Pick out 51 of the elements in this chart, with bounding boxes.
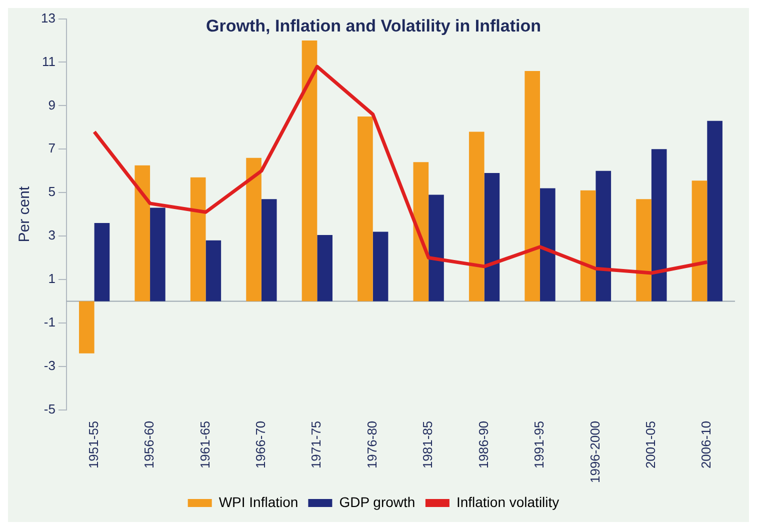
bar: [150, 208, 166, 302]
bar: [636, 199, 652, 302]
bar: [246, 158, 262, 302]
y-tick-label: -1: [44, 314, 56, 330]
bar: [372, 232, 388, 302]
bar: [707, 120, 722, 302]
x-tick-label: 1951-55: [86, 420, 101, 469]
bar: [428, 194, 444, 302]
bar: [484, 173, 500, 302]
y-tick-label: 13: [40, 10, 56, 26]
x-tick-label: 1981-85: [420, 420, 436, 469]
bar: [358, 116, 373, 302]
bar: [540, 188, 556, 302]
bar: [302, 40, 318, 302]
bar: [692, 180, 708, 302]
y-axis-title: Per cent: [16, 186, 34, 242]
legend-label: WPI Inflation: [218, 494, 298, 510]
y-tick-label: -5: [44, 401, 56, 416]
x-tick-label: 1986-90: [476, 420, 491, 469]
bar: [94, 223, 110, 302]
y-tick-label: 5: [48, 184, 56, 200]
legend-label: Inflation volatility: [456, 494, 560, 510]
x-tick-label: 2006-10: [698, 420, 714, 469]
y-tick-label: 7: [48, 140, 56, 156]
x-tick-label: 1996-2000: [587, 420, 602, 484]
legend-label: GDP growth: [339, 494, 416, 510]
bar: [468, 132, 484, 302]
bar: [413, 162, 429, 302]
x-tick-label: 1961-65: [197, 420, 212, 469]
x-tick-label: 1976-80: [364, 420, 380, 469]
y-tick-label: 3: [48, 228, 56, 243]
bar: [524, 70, 540, 302]
bar: [651, 149, 667, 302]
y-tick-label: 1: [48, 271, 56, 286]
x-tick-label: 1966-70: [253, 420, 268, 469]
chart-title: Growth, Inflation and Volatility in Inflation: [206, 16, 541, 36]
bar: [317, 234, 332, 302]
bar: [261, 199, 277, 302]
bar: [206, 240, 222, 302]
y-tick-label: 11: [42, 54, 56, 69]
bar: [190, 177, 206, 302]
bar: [596, 170, 612, 302]
y-tick-label: -3: [44, 358, 56, 373]
x-tick-label: 1991-95: [532, 420, 547, 469]
x-tick-label: 1956-60: [142, 420, 157, 469]
x-tick-label: 2001-05: [643, 420, 658, 469]
bar: [134, 165, 150, 302]
y-tick-label: 9: [48, 97, 56, 112]
x-tick-label: 1971-75: [308, 420, 324, 469]
bar: [580, 190, 596, 302]
bar: [78, 301, 94, 354]
